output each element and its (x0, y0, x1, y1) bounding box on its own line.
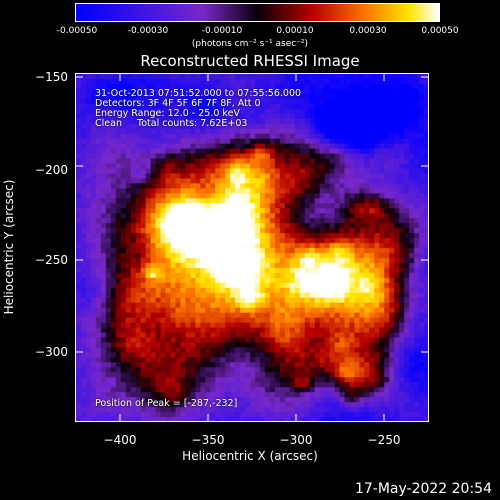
chart-title: Reconstructed RHESSI Image (140, 52, 360, 70)
colorbar-tick: -0.00030 (127, 26, 169, 36)
info-time-range: 31-Oct-2013 07:51:52.000 to 07:55:56.000 (95, 88, 302, 99)
colorbar (75, 3, 440, 22)
x-axis-label: Heliocentric X (arcsec) (182, 449, 318, 463)
x-tick-label: −250 (367, 433, 401, 447)
x-tick-label: −400 (103, 433, 137, 447)
y-axis-label: Heliocentric Y (arcsec) (2, 179, 16, 315)
colorbar-gradient (76, 4, 439, 21)
y-tick-label: −250 (35, 253, 68, 267)
colorbar-tick: 0.00010 (276, 26, 314, 36)
colorbar-unit-label: (photons cm⁻² s⁻¹ asec⁻²) (191, 39, 309, 49)
y-tick-label: −200 (35, 163, 68, 177)
colorbar-tick: -0.00010 (201, 26, 243, 36)
y-tick-label: −150 (35, 70, 68, 84)
y-tick-label: −300 (35, 345, 68, 359)
render-timestamp: 17-May-2022 20:54 (354, 481, 492, 497)
colorbar-tick: -0.00050 (56, 26, 98, 36)
colorbar-tick: 0.00050 (421, 26, 459, 36)
info-energy-range: Energy Range: 12.0 - 25.0 keV (95, 108, 240, 119)
info-detectors: Detectors: 3F 4F 5F 6F 7F 8F, Att 0 (95, 98, 261, 109)
colorbar-tick: 0.00030 (349, 26, 387, 36)
heatmap-image (76, 74, 428, 421)
info-peak-position: Position of Peak = [-287,-232] (95, 398, 238, 409)
x-tick-label: −350 (191, 433, 225, 447)
info-clean-counts: Clean Total counts: 7.62E+03 (95, 118, 248, 129)
x-tick-label: −300 (279, 433, 313, 447)
plot-area: 31-Oct-2013 07:51:52.000 to 07:55:56.000… (75, 73, 429, 422)
